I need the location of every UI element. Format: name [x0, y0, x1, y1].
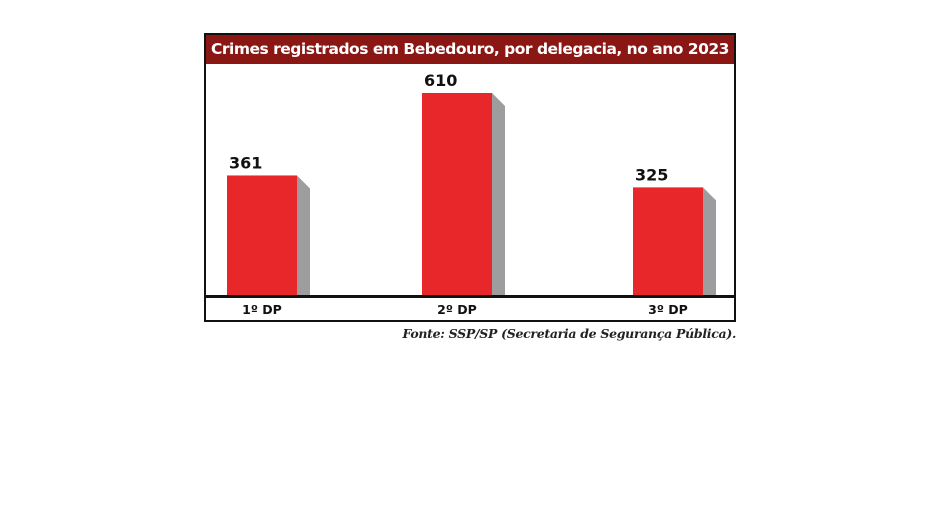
category-label: 2º DP: [437, 302, 477, 317]
data-label: 610: [424, 71, 457, 90]
chart-frame: Crimes registrados em Bebedouro, por del…: [204, 33, 736, 322]
category-label: 1º DP: [242, 302, 282, 317]
bar-shadow: [703, 187, 716, 295]
source-note: Fonte: SSP/SP (Secretaria de Segurança P…: [402, 326, 736, 341]
bar: [422, 93, 492, 295]
bar: [633, 187, 703, 295]
category-label: 3º DP: [648, 302, 688, 317]
bar-chart: 361 1º DP 610 2º DP 325 3º DP: [206, 71, 734, 317]
data-label: 325: [635, 165, 668, 184]
bar-shadow: [492, 93, 505, 295]
bar: [227, 175, 297, 295]
bar-shadow: [297, 175, 310, 295]
chart-title: Crimes registrados em Bebedouro, por del…: [206, 35, 734, 64]
data-label: 361: [229, 153, 262, 172]
